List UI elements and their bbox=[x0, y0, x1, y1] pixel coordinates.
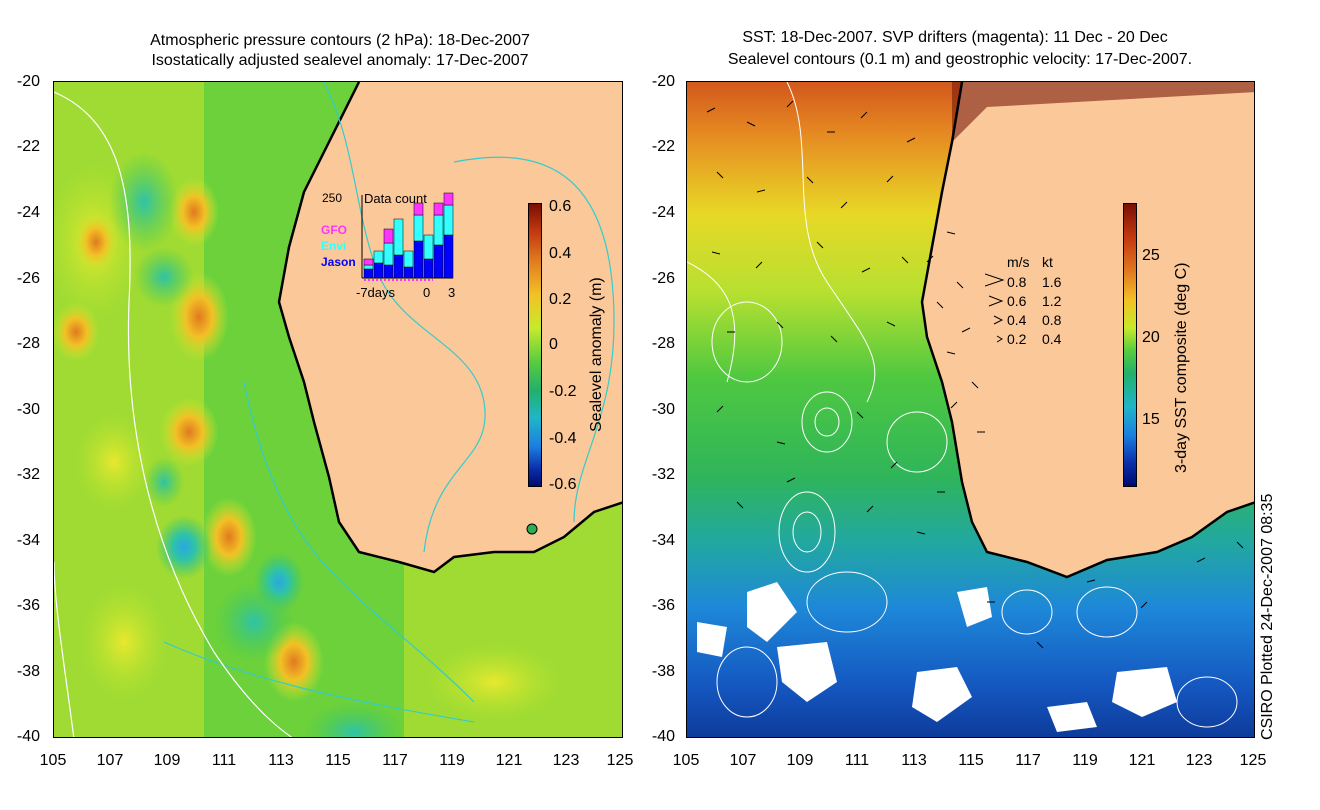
velocity-legend-kt: 0.8 bbox=[1042, 312, 1062, 328]
right-y-tick: -30 bbox=[651, 401, 675, 418]
sst-field bbox=[687, 82, 1254, 737]
velocity-legend-arrows bbox=[985, 273, 1005, 343]
left-x-tick: 109 bbox=[153, 752, 181, 769]
left-cbar-tick: 0.2 bbox=[549, 291, 572, 308]
velocity-legend-header-ms: m/s bbox=[1007, 254, 1030, 270]
left-y-tick: -36 bbox=[16, 597, 40, 614]
left-y-tick: -22 bbox=[16, 138, 40, 155]
left-y-tick: -34 bbox=[16, 532, 40, 549]
right-x-tick: 121 bbox=[1128, 752, 1156, 769]
right-x-tick: 115 bbox=[958, 752, 984, 769]
inset-legend-jason: Jason bbox=[321, 255, 356, 269]
velocity-legend-ms: 0.2 bbox=[1007, 331, 1027, 347]
right-y-tick: -40 bbox=[651, 728, 675, 745]
right-x-tick: 119 bbox=[1072, 752, 1098, 769]
right-x-tick: 111 bbox=[844, 752, 870, 769]
inset-bars bbox=[361, 192, 454, 281]
inset-x-label-end: 3 bbox=[448, 285, 456, 300]
left-cbar-tick: -0.4 bbox=[549, 430, 577, 447]
left-title-line1: Atmospheric pressure contours (2 hPa): 1… bbox=[150, 32, 530, 49]
left-x-tick: 121 bbox=[495, 752, 523, 769]
right-title-line2: Sealevel contours (0.1 m) and geostrophi… bbox=[727, 51, 1193, 68]
left-y-tick: -28 bbox=[16, 335, 40, 352]
left-cbar-tick: -0.2 bbox=[549, 383, 577, 400]
right-y-tick: -38 bbox=[651, 663, 675, 680]
left-cbar-tick: 0.6 bbox=[549, 198, 572, 215]
left-x-tick: 117 bbox=[382, 752, 408, 769]
left-y-tick: -40 bbox=[16, 728, 40, 745]
left-y-tick: -24 bbox=[16, 204, 40, 221]
velocity-legend-kt: 1.2 bbox=[1042, 293, 1062, 309]
right-cbar-tick: 15 bbox=[1142, 411, 1160, 428]
velocity-legend-header-kt: kt bbox=[1042, 254, 1053, 270]
sealevel-colorbar bbox=[528, 203, 542, 487]
velocity-arrows bbox=[706, 100, 1244, 649]
right-y-tick: -28 bbox=[651, 335, 675, 352]
left-cbar-tick: -0.6 bbox=[549, 476, 577, 493]
left-x-tick: 125 bbox=[606, 752, 634, 769]
right-x-tick: 107 bbox=[729, 752, 757, 769]
data-count-inset: 250 Data count GFO Envi Jason -7days 0 3 bbox=[318, 185, 458, 300]
inset-x-label-zero: 0 bbox=[423, 285, 431, 300]
right-x-tick: 117 bbox=[1015, 752, 1041, 769]
velocity-legend-kt: 0.4 bbox=[1042, 331, 1062, 347]
left-x-tick: 111 bbox=[211, 752, 237, 769]
left-x-tick: 107 bbox=[96, 752, 124, 769]
right-y-tick: -24 bbox=[651, 204, 675, 221]
left-x-tick: 123 bbox=[552, 752, 580, 769]
right-map bbox=[686, 81, 1255, 738]
left-y-tick: -38 bbox=[16, 663, 40, 680]
right-cbar-tick: 20 bbox=[1142, 329, 1160, 346]
inset-legend-gfo: GFO bbox=[321, 223, 347, 237]
credit-text: CSIRO Plotted 24-Dec-2007 08:35 bbox=[1259, 493, 1276, 740]
velocity-legend-ms: 0.8 bbox=[1007, 274, 1027, 290]
inset-legend-envi: Envi bbox=[321, 239, 347, 253]
right-x-tick: 109 bbox=[786, 752, 814, 769]
right-y-tick: -34 bbox=[651, 532, 675, 549]
left-y-tick: -20 bbox=[16, 73, 40, 90]
velocity-legend: m/s kt 0.8 1.6 0.6 1.2 0.4 0.8 0.2 0.4 bbox=[985, 254, 1085, 354]
right-x-tick: 105 bbox=[672, 752, 700, 769]
left-x-tick: 105 bbox=[39, 752, 67, 769]
velocity-legend-ms: 0.6 bbox=[1007, 293, 1027, 309]
inset-top-value: 250 bbox=[322, 191, 343, 205]
right-x-tick: 113 bbox=[901, 752, 927, 769]
right-y-tick: -32 bbox=[651, 466, 675, 483]
right-y-tick: -22 bbox=[651, 138, 675, 155]
left-cbar-tick: 0.4 bbox=[549, 245, 572, 262]
left-x-tick: 115 bbox=[325, 752, 351, 769]
left-title-line2: Isostatically adjusted sealevel anomaly:… bbox=[151, 52, 529, 69]
left-y-tick: -30 bbox=[16, 401, 40, 418]
right-x-tick: 125 bbox=[1239, 752, 1267, 769]
right-title-line1: SST: 18-Dec-2007. SVP drifters (magenta)… bbox=[742, 29, 1168, 46]
right-cbar-label: 3-day SST composite (deg C) bbox=[1173, 262, 1190, 473]
left-y-tick: -26 bbox=[16, 270, 40, 287]
sst-colorbar bbox=[1123, 203, 1137, 487]
right-cbar-tick: 25 bbox=[1142, 247, 1160, 264]
velocity-legend-kt: 1.6 bbox=[1042, 274, 1062, 290]
right-y-tick: -20 bbox=[651, 73, 675, 90]
inset-x-label-start: -7days bbox=[356, 285, 396, 300]
right-y-tick: -26 bbox=[651, 270, 675, 287]
inset-title: Data count bbox=[364, 191, 427, 206]
right-y-tick: -36 bbox=[651, 597, 675, 614]
left-x-tick: 119 bbox=[439, 752, 465, 769]
left-y-tick: -32 bbox=[16, 466, 40, 483]
right-x-tick: 123 bbox=[1185, 752, 1213, 769]
left-x-tick: 113 bbox=[268, 752, 294, 769]
left-cbar-tick: 0 bbox=[549, 336, 558, 353]
left-cbar-label: Sealevel anomaly (m) bbox=[588, 277, 605, 432]
velocity-legend-ms: 0.4 bbox=[1007, 312, 1027, 328]
